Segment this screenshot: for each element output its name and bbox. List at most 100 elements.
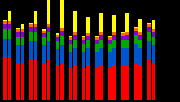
Bar xyxy=(29,23,33,24)
Bar xyxy=(16,32,20,37)
Bar xyxy=(134,35,138,44)
Bar xyxy=(121,32,125,33)
Bar xyxy=(112,48,116,65)
Bar xyxy=(95,52,98,68)
Bar xyxy=(21,63,24,100)
Bar xyxy=(60,28,64,31)
Bar xyxy=(152,63,155,100)
Bar xyxy=(42,37,46,45)
Bar xyxy=(69,36,72,37)
Bar xyxy=(147,24,151,27)
Bar xyxy=(21,24,24,29)
Bar xyxy=(108,44,112,52)
Bar xyxy=(82,36,85,37)
Bar xyxy=(21,32,24,37)
Bar xyxy=(47,24,50,27)
Bar xyxy=(8,57,11,100)
Bar xyxy=(16,37,20,45)
Bar xyxy=(82,40,85,44)
Bar xyxy=(8,21,11,24)
Bar xyxy=(134,28,138,31)
Bar xyxy=(29,60,33,100)
Bar xyxy=(152,37,155,45)
Bar xyxy=(8,29,11,39)
Bar xyxy=(34,32,37,41)
Bar xyxy=(134,27,138,28)
Bar xyxy=(69,52,72,68)
Bar xyxy=(60,31,64,36)
Bar xyxy=(16,63,20,100)
Bar xyxy=(138,19,142,32)
Bar xyxy=(29,32,33,41)
Bar xyxy=(99,40,103,48)
Bar xyxy=(82,52,85,68)
Bar xyxy=(112,65,116,100)
Bar xyxy=(42,31,46,33)
Bar xyxy=(34,24,37,27)
Bar xyxy=(147,27,151,32)
Bar xyxy=(152,45,155,63)
Bar xyxy=(125,40,129,48)
Bar xyxy=(86,17,90,33)
Bar xyxy=(86,48,90,65)
Bar xyxy=(138,48,142,65)
Bar xyxy=(16,29,20,32)
Bar xyxy=(3,21,7,24)
Bar xyxy=(108,52,112,68)
Bar xyxy=(69,37,72,40)
Bar xyxy=(86,33,90,36)
Bar xyxy=(56,41,59,49)
Bar xyxy=(8,24,11,29)
Bar xyxy=(73,35,77,40)
Bar xyxy=(3,57,7,100)
Bar xyxy=(82,37,85,40)
Bar xyxy=(8,11,11,21)
Bar xyxy=(60,45,64,63)
Bar xyxy=(8,39,11,57)
Bar xyxy=(112,35,116,40)
Bar xyxy=(42,63,46,100)
Bar xyxy=(3,29,7,39)
Bar xyxy=(125,13,129,32)
Bar xyxy=(34,27,37,32)
Bar xyxy=(29,27,33,32)
Bar xyxy=(112,15,116,32)
Bar xyxy=(56,37,59,41)
Bar xyxy=(95,44,98,52)
Bar xyxy=(108,36,112,37)
Bar xyxy=(86,65,90,100)
Bar xyxy=(112,40,116,48)
Bar xyxy=(134,44,138,63)
Bar xyxy=(47,0,50,24)
Bar xyxy=(56,65,59,100)
Bar xyxy=(99,13,103,32)
Bar xyxy=(147,23,151,24)
Bar xyxy=(152,20,155,29)
Bar xyxy=(60,36,64,45)
Bar xyxy=(34,11,37,24)
Bar xyxy=(138,65,142,100)
Bar xyxy=(99,48,103,65)
Bar xyxy=(47,27,50,32)
Bar xyxy=(99,32,103,35)
Bar xyxy=(86,36,90,40)
Bar xyxy=(147,60,151,100)
Bar xyxy=(95,68,98,100)
Bar xyxy=(42,45,46,63)
Bar xyxy=(152,29,155,32)
Bar xyxy=(73,11,77,32)
Bar xyxy=(134,31,138,35)
Bar xyxy=(73,32,77,35)
Bar xyxy=(16,28,20,29)
Bar xyxy=(121,36,125,40)
Bar xyxy=(29,24,33,27)
Bar xyxy=(125,65,129,100)
Bar xyxy=(42,29,46,31)
Bar xyxy=(69,44,72,52)
Bar xyxy=(86,40,90,48)
Bar xyxy=(21,29,24,32)
Bar xyxy=(138,35,142,40)
Bar xyxy=(108,68,112,100)
Bar xyxy=(121,33,125,36)
Bar xyxy=(47,41,50,60)
